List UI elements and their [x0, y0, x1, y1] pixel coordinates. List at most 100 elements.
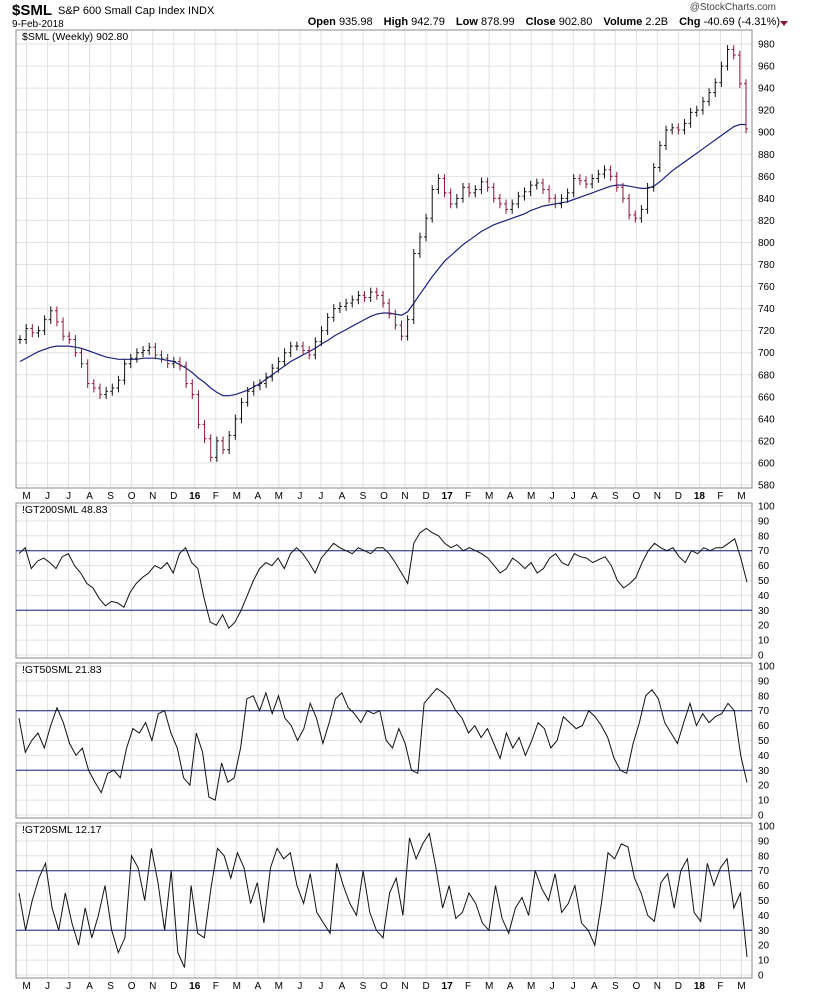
x-tick-label: M: [485, 491, 493, 502]
x-tick-label: O: [632, 491, 640, 502]
x-tick-label: A: [591, 491, 598, 502]
x-tick-label: M: [275, 491, 283, 502]
x-tick-label: F: [717, 491, 723, 502]
y-tick-label: 40: [758, 751, 770, 762]
x-tick-label: 17: [442, 491, 454, 502]
y-tick-label: 40: [758, 591, 770, 602]
x-tick-label: A: [591, 981, 598, 992]
volume-value: 2.2B: [645, 16, 669, 28]
open-value: 935.98: [338, 16, 373, 28]
x-tick-label: J: [66, 981, 71, 992]
high-label: High: [383, 16, 409, 28]
x-tick-label: M: [22, 981, 30, 992]
open-label: Open: [307, 16, 336, 28]
x-tick-label: M: [485, 981, 493, 992]
x-tick-label: A: [339, 981, 346, 992]
x-tick-label: J: [45, 491, 50, 502]
x-tick-label: N: [149, 981, 156, 992]
x-tick-label: 18: [694, 491, 706, 502]
y-tick-label: 720: [758, 326, 775, 337]
y-tick-label: 0: [758, 811, 764, 822]
y-tick-label: 10: [758, 636, 770, 647]
chg-label: Chg: [679, 16, 701, 28]
y-tick-label: 20: [758, 941, 770, 952]
quote-bar: Open 935.98 High 942.79 Low 878.99 Close…: [308, 16, 780, 28]
x-tick-label: J: [571, 981, 576, 992]
panel-3: 0 10 20 30 40 50 60 70 80 90 100 !GT20SML 12.17 M J J A…: [15, 822, 775, 992]
y-tick-label: 90: [758, 676, 770, 687]
y-tick-label: 60: [758, 561, 770, 572]
x-tick-label: J: [550, 491, 555, 502]
y-tick-label: 20: [758, 781, 770, 792]
panel-frame: [15, 502, 753, 659]
x-tick-label: S: [360, 491, 367, 502]
index-name: S&P 600 Small Cap Index INDX: [58, 5, 214, 17]
volume-label: Volume: [603, 16, 643, 28]
x-tick-label: M: [737, 981, 745, 992]
y-tick-label: 880: [758, 150, 775, 161]
low-value: 878.99: [480, 16, 515, 28]
x-tick-label: 18: [694, 981, 706, 992]
x-tick-label: D: [675, 981, 682, 992]
x-tick-label: D: [675, 491, 682, 502]
x-tick-label: M: [233, 981, 241, 992]
y-tick-label: 580: [758, 481, 775, 492]
panel-1: 0 10 20 30 40 50 60 70 80 90 100 !GT200SML 48.83: [15, 502, 775, 662]
panel-frame: [15, 662, 753, 819]
y-tick-label: 700: [758, 348, 775, 359]
y-tick-label: 800: [758, 238, 775, 249]
symbol: $SML: [12, 2, 53, 19]
down-arrow-icon: [780, 21, 788, 26]
indicator-line: [18, 687, 748, 801]
x-tick-label: S: [360, 981, 367, 992]
x-tick-label: D: [170, 981, 177, 992]
y-tick-label: 860: [758, 172, 775, 183]
y-tick-label: 70: [758, 706, 770, 717]
x-tick-label: 16: [189, 491, 201, 502]
x-tick-label: J: [45, 981, 50, 992]
y-tick-label: 80: [758, 691, 770, 702]
x-tick-label: S: [612, 981, 619, 992]
x-tick-label: J: [297, 981, 302, 992]
x-tick-label: A: [507, 491, 514, 502]
chg-value: -40.69 (-4.31%): [703, 16, 780, 28]
x-tick-label: O: [632, 981, 640, 992]
x-tick-label: J: [550, 981, 555, 992]
x-tick-label: M: [22, 491, 30, 502]
y-tick-label: 920: [758, 106, 775, 117]
x-tick-label: S: [612, 491, 619, 502]
panel-legend: !GT50SML 21.83: [22, 664, 102, 676]
x-tick-label: A: [254, 491, 261, 502]
close-value: 902.80: [558, 16, 593, 28]
brand-link[interactable]: @StockCharts.com: [689, 2, 776, 13]
x-tick-label: S: [107, 981, 114, 992]
y-tick-label: 20: [758, 621, 770, 632]
index-name-text: S&P 600 Small Cap Index: [58, 5, 185, 17]
y-tick-label: 60: [758, 721, 770, 732]
panel-2: 0 10 20 30 40 50 60 70 80 90 100 !GT50SML 21.83: [15, 662, 775, 822]
y-tick-label: 90: [758, 836, 770, 847]
y-tick-label: 0: [758, 651, 764, 662]
y-tick-label: 30: [758, 606, 770, 617]
high-value: 942.79: [411, 16, 445, 28]
x-tick-label: A: [254, 981, 261, 992]
x-tick-label: M: [275, 981, 283, 992]
x-tick-label: J: [571, 491, 576, 502]
x-tick-label: O: [128, 491, 136, 502]
moving-average-line: [19, 123, 746, 397]
x-tick-label: F: [465, 981, 471, 992]
x-tick-label: A: [507, 981, 514, 992]
x-tick-label: F: [465, 491, 471, 502]
x-tick-label: N: [401, 981, 408, 992]
x-tick-label: S: [107, 491, 114, 502]
indicator-line: [18, 832, 748, 968]
y-tick-label: 620: [758, 436, 775, 447]
panel-legend: $SML (Weekly) 902.80: [22, 31, 128, 43]
x-tick-label: M: [527, 491, 535, 502]
y-tick-label: 100: [758, 502, 775, 513]
x-tick-label: N: [149, 491, 156, 502]
chart-date: 9-Feb-2018: [12, 19, 64, 30]
close-label: Close: [525, 16, 556, 28]
y-tick-label: 50: [758, 736, 770, 747]
